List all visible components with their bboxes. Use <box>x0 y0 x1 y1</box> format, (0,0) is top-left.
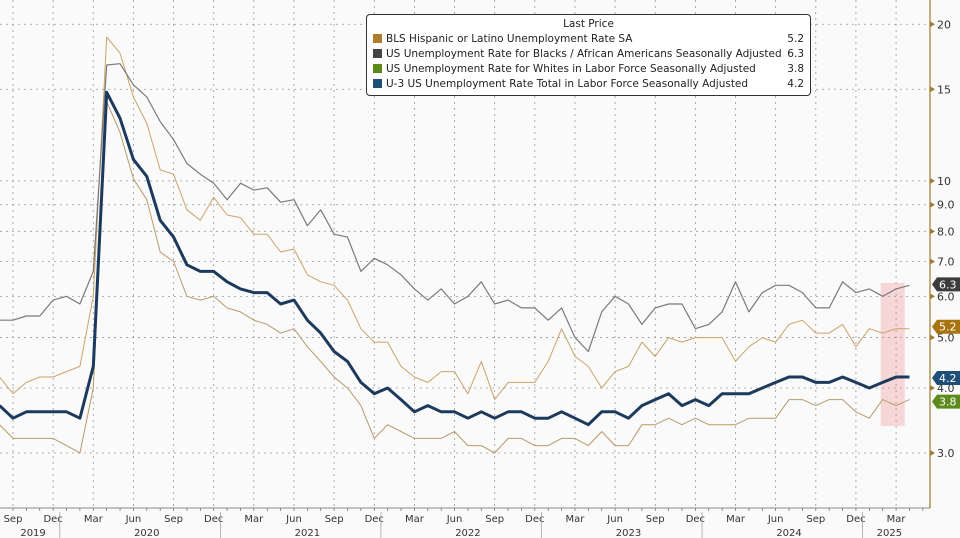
legend-item-black: US Unemployment Rate for Blacks / Africa… <box>373 46 804 61</box>
x-tick-label: Dec <box>365 514 384 525</box>
series-line-3 <box>0 90 910 427</box>
last-value-tag <box>932 319 960 334</box>
legend-swatch <box>373 79 382 88</box>
x-year-label: 2025 <box>877 528 902 538</box>
legend-label: US Unemployment Rate for Whites in Labor… <box>386 62 756 75</box>
legend-label: US Unemployment Rate for Blacks / Africa… <box>386 47 782 60</box>
last-value-label: 5.2 <box>939 321 957 334</box>
legend-title: Last Price <box>563 18 614 30</box>
last-value-tag <box>932 277 960 292</box>
x-tick-label: Jun <box>606 514 623 525</box>
legend-value: 5.2 <box>787 32 804 45</box>
x-tick-label: Dec <box>846 514 865 525</box>
x-year-label: 2021 <box>295 528 320 538</box>
y-tick-label: 4.0 <box>937 382 955 395</box>
legend-label: BLS Hispanic or Latino Unemployment Rate… <box>386 32 633 45</box>
y-tick-label: 15 <box>937 83 951 96</box>
legend-value: 3.8 <box>787 62 804 75</box>
x-tick-label: Mar <box>84 514 104 525</box>
y-tick-label: 7.0 <box>937 256 955 269</box>
last-value-tag <box>932 394 960 409</box>
x-tick-label: Dec <box>525 514 544 525</box>
x-tick-label: Jun <box>285 514 302 525</box>
x-year-label: 2022 <box>455 528 480 538</box>
x-tick-label: Sep <box>485 514 504 525</box>
x-tick-label: Mar <box>244 514 264 525</box>
y-tick <box>930 21 935 28</box>
x-tick-label: Jun <box>767 514 784 525</box>
y-tick <box>930 334 935 341</box>
x-tick-label: Mar <box>726 514 746 525</box>
last-value-label: 4.2 <box>939 372 957 385</box>
x-tick-label: Mar <box>405 514 425 525</box>
highlight-region <box>880 283 905 426</box>
x-tick-label: Mar <box>566 514 586 525</box>
x-year-label: 2020 <box>134 528 159 538</box>
x-tick-label: Dec <box>43 514 62 525</box>
legend-label: U-3 US Unemployment Rate Total in Labor … <box>386 77 749 90</box>
y-tick <box>930 384 935 391</box>
last-value-tag <box>932 370 960 385</box>
y-tick <box>930 201 935 208</box>
legend-swatch <box>373 64 382 73</box>
x-tick-label: Sep <box>325 514 344 525</box>
series-line-2 <box>0 101 910 454</box>
x-tick-label: Sep <box>806 514 825 525</box>
legend-value: 4.2 <box>787 77 804 90</box>
legend-swatch <box>373 49 382 58</box>
legend-item-white: US Unemployment Rate for Whites in Labor… <box>373 61 804 76</box>
y-tick <box>930 86 935 93</box>
legend-swatch <box>373 34 382 43</box>
y-tick-label: 3.0 <box>937 447 955 460</box>
series-line-0 <box>0 36 910 401</box>
y-tick <box>930 293 935 300</box>
x-tick-label: Dec <box>204 514 223 525</box>
legend-item-hispanic: BLS Hispanic or Latino Unemployment Rate… <box>373 31 804 46</box>
y-tick-label: 10 <box>937 175 951 188</box>
y-tick-label: 5.0 <box>937 332 955 345</box>
last-value-label: 6.3 <box>939 278 957 291</box>
x-tick-label: Jun <box>125 514 142 525</box>
x-tick-label: Mar <box>887 514 907 525</box>
y-tick <box>930 228 935 235</box>
x-tick-label: Dec <box>686 514 705 525</box>
x-tick-label: Jun <box>446 514 463 525</box>
y-tick-label: 6.0 <box>937 290 955 303</box>
x-year-label: 2023 <box>616 528 641 538</box>
series-line-1 <box>0 63 910 353</box>
y-tick-label: 8.0 <box>937 225 955 238</box>
x-tick-label: Sep <box>4 514 23 525</box>
x-year-label: 2019 <box>20 528 45 538</box>
legend-item-total: U-3 US Unemployment Rate Total in Labor … <box>373 76 804 91</box>
y-tick <box>930 258 935 265</box>
y-tick-label: 9.0 <box>937 199 955 212</box>
x-year-label: 2024 <box>776 528 801 538</box>
last-value-label: 3.8 <box>939 396 957 409</box>
legend: Last Price BLS Hispanic or Latino Unempl… <box>366 14 811 96</box>
x-tick-label: Sep <box>646 514 665 525</box>
y-tick <box>930 450 935 456</box>
y-tick-label: 20 <box>937 18 951 31</box>
y-tick <box>930 177 935 184</box>
x-tick-label: Sep <box>164 514 183 525</box>
legend-value: 6.3 <box>787 47 804 60</box>
